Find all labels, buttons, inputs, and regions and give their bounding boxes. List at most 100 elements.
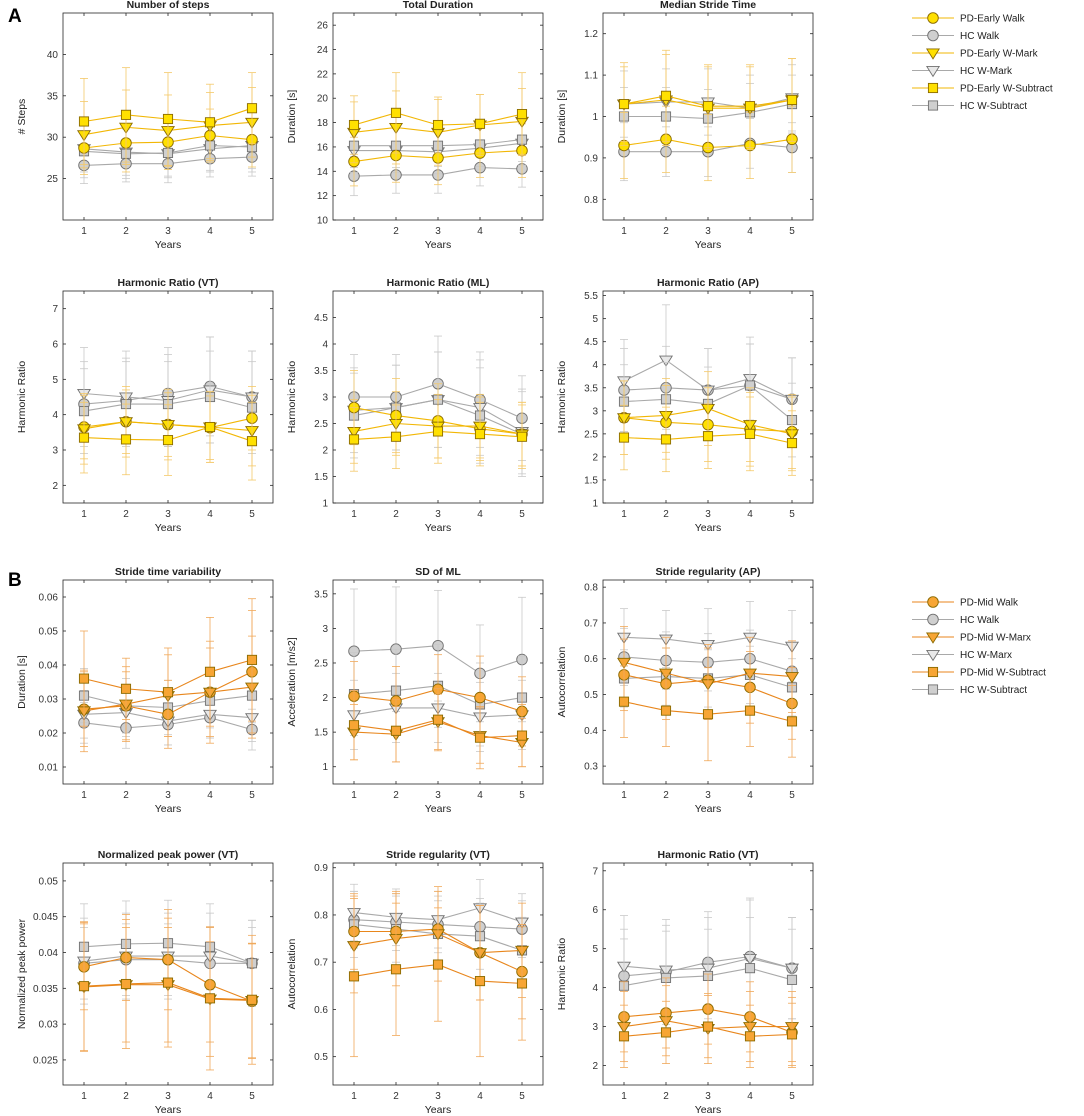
subplot-12-harmonic-ratio-vt: 2 3 4 5 6 7 1 2 3 4 5 Harmonic Ratio (VT) Years Harmo… [556, 849, 814, 1116]
chart-title: Harmonic Ratio (VT) [118, 277, 219, 289]
x-tick-label: 4 [747, 226, 753, 237]
x-tick-label: 1 [621, 509, 627, 520]
y-axis-label: Harmonic Ratio [286, 361, 298, 434]
y-tick-label: 26 [317, 21, 329, 32]
circle-marker-icon [927, 613, 939, 626]
x-tick-label: 2 [663, 1091, 669, 1102]
data-point [390, 431, 402, 442]
x-axis-label: Years [155, 1104, 181, 1116]
square-marker-icon [927, 684, 939, 695]
x-tick-label: 1 [621, 790, 627, 801]
data-point [616, 657, 632, 670]
y-tick-label: 0.8 [584, 195, 598, 206]
data-point [744, 428, 756, 439]
data-point [348, 119, 360, 131]
y-tick-label: 1.2 [584, 29, 598, 40]
series-pd-early-w-subtract [618, 396, 798, 476]
x-tick-label: 5 [789, 790, 795, 801]
data-point [786, 1029, 798, 1040]
data-point [658, 668, 674, 680]
x-axis-label: Years [425, 239, 451, 251]
x-tick-label: 3 [435, 790, 441, 801]
subplot-1-number-of-steps: 25 30 35 40 1 2 3 4 5 Number of steps Years # Steps [16, 0, 274, 251]
series-pd-mid-w-subtract [78, 917, 258, 1071]
data-point [516, 730, 528, 741]
x-tick-label: 5 [519, 226, 525, 237]
data-point [390, 964, 402, 975]
legend-label: PD-Mid W-Marx [960, 633, 1031, 644]
data-point [78, 981, 90, 992]
x-tick-label: 3 [165, 790, 171, 801]
x-tick-label: 4 [207, 226, 213, 237]
x-tick-label: 5 [249, 1091, 255, 1102]
chart-title: Total Duration [403, 0, 473, 11]
legend-label: PD-Mid Walk [960, 598, 1019, 609]
legend-a: PD-Early Walk HC Walk PD-Early W-Mark HC W-… [912, 12, 1053, 112]
data-point [204, 421, 216, 433]
y-tick-label: 2 [592, 1061, 598, 1072]
y-tick-label: 0.9 [584, 153, 598, 164]
data-point [204, 117, 216, 128]
x-tick-label: 5 [249, 509, 255, 520]
data-point [742, 668, 758, 680]
data-point [618, 432, 630, 443]
x-tick-label: 4 [477, 509, 483, 520]
data-point [474, 691, 486, 704]
chart-title: Normalized peak power (VT) [98, 849, 239, 861]
x-tick-label: 5 [789, 509, 795, 520]
x-tick-label: 3 [165, 509, 171, 520]
y-tick-label: 6 [52, 340, 58, 351]
x-tick-label: 3 [705, 1091, 711, 1102]
y-tick-label: 0.025 [33, 1055, 58, 1066]
y-tick-label: 2.5 [314, 658, 328, 669]
y-tick-label: 10 [317, 216, 329, 227]
data-point [474, 732, 486, 743]
legend-label: PD-Early Walk [960, 14, 1026, 25]
y-tick-label: 4 [592, 360, 598, 371]
x-axis-label: Years [425, 1104, 451, 1116]
x-tick-label: 4 [477, 1091, 483, 1102]
data-point [162, 113, 174, 125]
y-tick-label: 3 [322, 393, 328, 404]
legend-entry-pd-mid-walk: PD-Mid Walk [912, 596, 1019, 609]
series-pd-early-w-subtract [78, 67, 258, 166]
data-point [120, 109, 132, 120]
chart-title: Median Stride Time [660, 0, 756, 11]
x-axis-label: Years [155, 522, 181, 534]
x-tick-label: 2 [663, 509, 669, 520]
data-point [618, 696, 630, 707]
data-point [78, 432, 90, 443]
y-tick-label: 12 [317, 191, 329, 202]
data-point [432, 119, 444, 131]
triangle-marker-icon [925, 632, 941, 644]
data-point [786, 716, 798, 727]
x-tick-label: 1 [351, 509, 357, 520]
y-tick-label: 4 [52, 410, 58, 421]
y-tick-label: 22 [317, 69, 329, 80]
data-point [516, 978, 528, 989]
data-point [120, 434, 132, 445]
x-tick-label: 1 [81, 509, 87, 520]
square-marker-icon [927, 100, 939, 111]
x-tick-label: 1 [621, 1091, 627, 1102]
data-point [618, 99, 630, 110]
legend-entry-pd-mid-w-marx: PD-Mid W-Marx [912, 633, 1031, 644]
y-tick-label: 0.045 [33, 912, 58, 923]
subplot-6-harmonic-ratio-ap: 1 1.5 2 2.5 3 3.5 4 4.5 5 5.5 1 2 3 4 5 Harmonic Ratio … [556, 277, 814, 534]
y-axis-label: Harmonic Ratio [556, 361, 568, 434]
data-point [744, 705, 756, 716]
legend-label: PD-Mid W-Subtract [960, 668, 1046, 679]
data-point [702, 1021, 714, 1032]
data-point [78, 673, 90, 684]
data-point [702, 709, 714, 720]
data-point [246, 654, 258, 665]
chart-title: Number of steps [127, 0, 210, 11]
x-tick-label: 5 [789, 1091, 795, 1102]
y-tick-label: 0.6 [584, 654, 598, 665]
y-tick-label: 0.9 [314, 863, 328, 874]
y-tick-label: 4 [592, 983, 598, 994]
y-tick-label: 0.3 [584, 762, 598, 773]
data-point [702, 431, 714, 442]
x-axis-label: Years [695, 803, 721, 815]
